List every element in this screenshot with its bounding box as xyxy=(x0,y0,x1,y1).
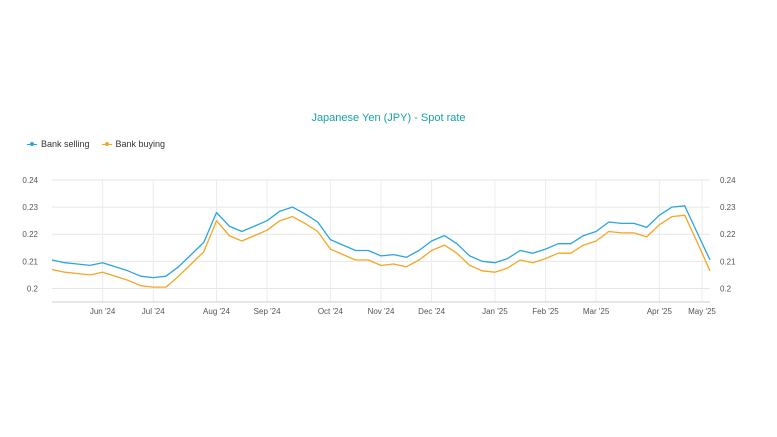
y-tick-label-left: 0.21 xyxy=(22,257,38,266)
y-tick-label-right: 0.21 xyxy=(720,257,736,266)
series-line-bank-selling xyxy=(51,205,711,279)
y-tick-label-left: 0.22 xyxy=(22,230,38,239)
bank-buying-swatch-icon xyxy=(101,140,112,148)
series-line-bank-buying xyxy=(51,214,711,288)
y-tick-label-right: 0.23 xyxy=(720,203,736,212)
x-tick-label: Oct '24 xyxy=(318,307,344,316)
x-tick-label: Jan '25 xyxy=(482,307,508,316)
x-tick-label: May '25 xyxy=(688,307,716,316)
y-tick-label-left: 0.2 xyxy=(27,284,39,293)
y-tick-label-right: 0.22 xyxy=(720,230,736,239)
legend-item-bank-selling[interactable]: Bank selling xyxy=(27,139,90,149)
chart-title: Japanese Yen (JPY) - Spot rate xyxy=(311,112,466,124)
x-tick-label: Jun '24 xyxy=(90,307,116,316)
legend: Bank selling Bank buying xyxy=(27,139,165,149)
x-tick-label: Jul '24 xyxy=(142,307,165,316)
x-tick-label: Dec '24 xyxy=(418,307,445,316)
legend-label-bank-buying: Bank buying xyxy=(115,139,166,149)
legend-item-bank-buying[interactable]: Bank buying xyxy=(101,139,166,149)
x-tick-label: Feb '25 xyxy=(532,307,559,316)
legend-label-bank-selling: Bank selling xyxy=(41,139,90,149)
y-tick-label-right: 0.24 xyxy=(720,176,736,185)
x-tick-label: Nov '24 xyxy=(368,307,395,316)
bank-selling-swatch-icon xyxy=(27,140,37,148)
x-tick-label: Mar '25 xyxy=(583,307,610,316)
x-tick-label: Sep '24 xyxy=(254,307,281,316)
x-tick-label: Apr '25 xyxy=(647,307,673,316)
x-tick-label: Aug '24 xyxy=(203,307,230,316)
y-tick-label-right: 0.2 xyxy=(720,284,732,293)
y-tick-label-left: 0.23 xyxy=(22,203,38,212)
y-tick-label-left: 0.24 xyxy=(22,176,38,185)
